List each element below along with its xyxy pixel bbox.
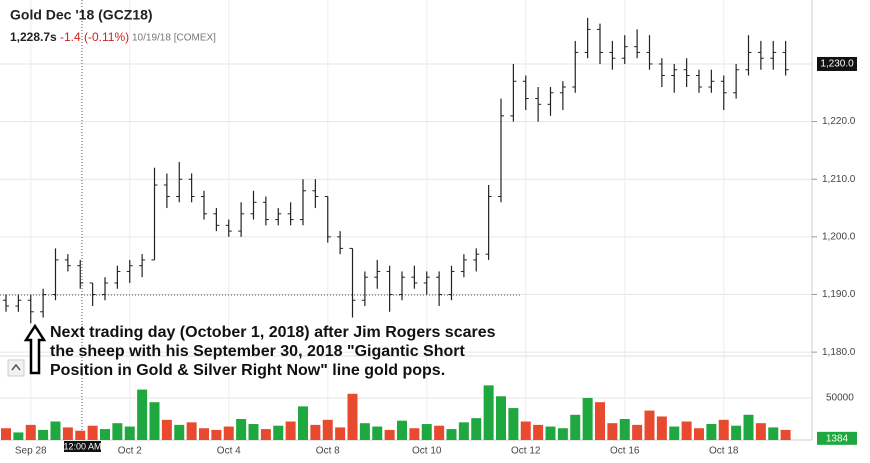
volume-bar xyxy=(199,428,209,440)
volume-bar xyxy=(607,423,618,440)
volume-bar xyxy=(13,432,24,440)
volume-bar xyxy=(545,426,556,440)
collapse-button[interactable] xyxy=(7,359,25,377)
volume-bar xyxy=(124,426,135,440)
x-tick-label: Sep 28 xyxy=(15,446,47,457)
volume-bar xyxy=(496,396,506,440)
volume-bar xyxy=(285,421,296,440)
volume-bar xyxy=(731,425,742,440)
timestamp: 10/19/18 [COMEX] xyxy=(132,33,216,44)
x-tick-label: Oct 2 xyxy=(118,446,142,457)
volume-bar xyxy=(755,423,766,440)
last-price-box xyxy=(817,56,857,71)
volume-bar xyxy=(718,419,729,440)
y-tick-label: 1,190.0 xyxy=(822,289,856,300)
volume-bar xyxy=(25,424,36,440)
volume-bar xyxy=(743,414,754,440)
volume-bar xyxy=(409,428,420,440)
volume-bar xyxy=(644,410,655,440)
grid xyxy=(0,0,812,440)
volume-bar xyxy=(161,419,172,440)
volume-bar xyxy=(149,402,160,440)
x-tick-label: Oct 8 xyxy=(316,446,340,457)
marks xyxy=(1,17,791,440)
volume-bar xyxy=(137,389,148,440)
y-tick-label: 1,200.0 xyxy=(822,231,856,242)
y-tick-label: 1,180.0 xyxy=(822,347,856,358)
volume-bar xyxy=(186,422,197,440)
x-tick-label: Oct 16 xyxy=(610,446,640,457)
volume-bar xyxy=(557,428,568,440)
y-tick-label: 50000 xyxy=(826,393,854,404)
volume-bar xyxy=(619,418,630,440)
volume-bar xyxy=(223,426,234,440)
y-tick-label: 1,210.0 xyxy=(822,174,856,185)
annotation-line: the sheep with his September 30, 2018 "G… xyxy=(50,343,465,360)
volume-bar xyxy=(669,426,680,440)
x-tick-label: Oct 10 xyxy=(412,446,442,457)
price-change: -1.4 (-0.11%) xyxy=(60,30,129,44)
crosshair-label-box xyxy=(64,441,101,452)
volume-bar xyxy=(372,426,383,440)
x-tick-label: Oct 12 xyxy=(511,446,541,457)
volume-bar xyxy=(236,418,247,440)
crosshair-label: 12:00 AM xyxy=(63,441,101,451)
volume-last-box xyxy=(817,431,857,445)
volume-bar xyxy=(570,414,581,440)
volume-bar xyxy=(174,424,185,440)
volume-bar xyxy=(322,419,333,440)
chart-title: Gold Dec '18 (GCZ18) xyxy=(10,7,153,23)
volume-bar xyxy=(471,418,482,440)
y-tick-label: 1,220.0 xyxy=(822,116,856,127)
volume-bar xyxy=(533,424,544,440)
annotation: Next trading day (October 1, 2018) after… xyxy=(50,324,496,379)
volume-bar xyxy=(421,424,432,440)
volume-bar xyxy=(273,425,284,440)
volume-bar xyxy=(483,385,494,440)
volume-bar xyxy=(75,430,86,440)
volume-bar xyxy=(508,408,519,440)
volume-bar xyxy=(780,429,791,440)
volume-bar xyxy=(632,424,643,440)
volume-bar xyxy=(298,406,308,440)
x-tick-label: Oct 18 xyxy=(709,446,739,457)
volume-bar xyxy=(62,427,73,440)
volume-bar xyxy=(87,425,98,440)
volume-bar xyxy=(458,422,469,440)
volume-bar xyxy=(384,429,395,440)
volume-bar xyxy=(706,424,717,440)
volume-bar xyxy=(38,429,49,440)
annotation-line: Next trading day (October 1, 2018) after… xyxy=(50,324,496,341)
volume-last-label: 1384 xyxy=(826,433,849,444)
arrow-icon xyxy=(23,323,47,375)
volume-bar xyxy=(694,428,704,440)
volume-bar xyxy=(397,420,407,440)
volume-bar xyxy=(434,425,445,440)
last-price: 1,228.7s xyxy=(10,30,57,44)
volume-bar xyxy=(260,429,271,440)
volume-bar xyxy=(248,424,259,440)
volume-bar xyxy=(595,402,605,440)
volume-bar xyxy=(446,429,457,440)
volume-bar xyxy=(335,427,346,440)
annotation-line: Position in Gold & Silver Right Now" lin… xyxy=(50,362,445,379)
volume-bar xyxy=(211,429,222,440)
volume-bar xyxy=(347,393,358,440)
volume-bar xyxy=(656,416,667,440)
volume-bar xyxy=(768,427,779,440)
volume-bar xyxy=(310,424,321,440)
volume-bar xyxy=(112,423,123,440)
volume-bar xyxy=(582,397,593,440)
collapse-icon xyxy=(11,363,21,371)
volume-bar xyxy=(100,429,110,440)
volume-bar xyxy=(681,421,692,440)
volume-bar xyxy=(1,428,11,440)
volume-bar xyxy=(359,423,370,440)
volume-bar xyxy=(50,421,61,440)
x-tick-label: Oct 4 xyxy=(217,446,241,457)
last-price-label: 1,230.0 xyxy=(820,59,854,70)
volume-bar xyxy=(520,421,531,440)
